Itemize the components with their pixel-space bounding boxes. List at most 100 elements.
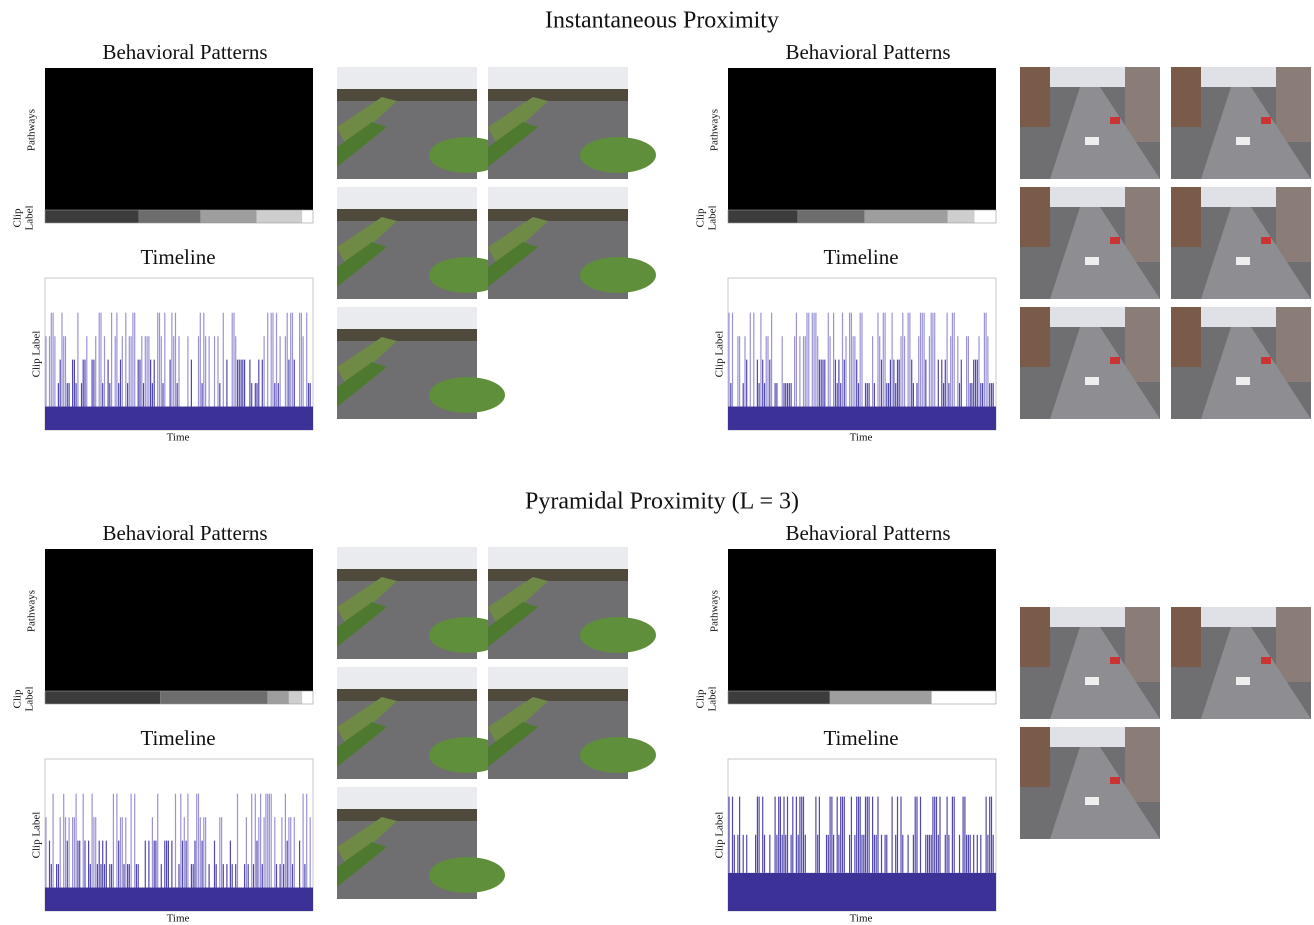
thumbnail <box>1020 727 1160 839</box>
timeline-xlabel: Time <box>850 432 873 444</box>
vehicle <box>1236 137 1250 145</box>
roundabout <box>580 137 656 173</box>
timeline-ylabel: Clip Label <box>31 812 43 859</box>
timeline-base <box>728 873 996 911</box>
clip-segment <box>975 210 996 223</box>
heatmap-bg <box>728 68 996 210</box>
building-left <box>1171 187 1201 247</box>
trees <box>337 329 477 341</box>
vehicle <box>1261 357 1271 364</box>
vehicle <box>1110 777 1120 784</box>
clip-label-line: Clip <box>12 208 24 227</box>
clip-segment <box>302 210 313 223</box>
vehicle <box>1085 377 1099 385</box>
clip-segment <box>932 691 996 704</box>
clip-label-line: Clip <box>695 689 707 708</box>
patterns-title: Behavioral Patterns <box>102 521 267 545</box>
vehicle <box>1085 797 1099 805</box>
timeline-ylabel: Clip Label <box>714 812 726 859</box>
heatmap-bg <box>45 68 313 210</box>
clip-segment <box>948 210 975 223</box>
vehicle <box>1085 257 1099 265</box>
building-left <box>1020 727 1050 787</box>
thumbnail <box>337 307 505 419</box>
vehicle <box>1236 257 1250 265</box>
clip-segment <box>139 210 201 223</box>
clip-segment <box>45 210 139 223</box>
thumbnail <box>1020 67 1160 179</box>
heatmap-bg <box>728 549 996 691</box>
roundabout <box>429 857 505 893</box>
thumbnail <box>337 787 505 899</box>
trees <box>337 89 477 101</box>
thumbnail <box>488 667 656 779</box>
clip-label-line: Clip <box>695 208 707 227</box>
building-left <box>1020 67 1050 127</box>
building-left <box>1020 187 1050 247</box>
thumbnail <box>337 187 505 299</box>
vehicle <box>1110 117 1120 124</box>
thumbnail <box>1020 307 1160 419</box>
clip-label-line: Label <box>24 686 36 711</box>
timeline-ylabel: Clip Label <box>714 331 726 378</box>
vehicle <box>1110 657 1120 664</box>
clip-segment <box>45 691 160 704</box>
patterns-title: Behavioral Patterns <box>785 521 950 545</box>
vehicle <box>1085 137 1099 145</box>
building-right <box>1276 187 1311 262</box>
section-title: Instantaneous Proximity <box>545 8 779 34</box>
timeline-base <box>728 407 996 430</box>
clip-segment <box>798 210 865 223</box>
roundabout <box>580 737 656 773</box>
trees <box>337 209 477 221</box>
trees <box>337 689 477 701</box>
pathways-label: Pathways <box>26 590 38 632</box>
thumbnail <box>337 547 505 659</box>
building-right <box>1125 187 1160 262</box>
pathways-label: Pathways <box>709 109 721 151</box>
clip-segment <box>289 691 302 704</box>
clip-label-line: Clip <box>12 689 24 708</box>
pathways-label: Pathways <box>709 590 721 632</box>
thumbnail <box>488 547 656 659</box>
roundabout <box>429 377 505 413</box>
building-left <box>1020 307 1050 367</box>
section-title: Pyramidal Proximity (L = 3) <box>525 489 799 515</box>
figure: Instantaneous ProximityBehavioral Patter… <box>0 0 1314 925</box>
clip-segment <box>865 210 948 223</box>
thumbnail <box>1171 607 1311 719</box>
building-right <box>1276 307 1311 382</box>
timeline-title: Timeline <box>140 726 215 750</box>
clip-segment <box>830 691 932 704</box>
timeline-xlabel: Time <box>850 913 873 925</box>
vehicle <box>1110 237 1120 244</box>
trees <box>337 569 477 581</box>
vehicle <box>1236 677 1250 685</box>
thumbnail <box>488 67 656 179</box>
thumbnail <box>1171 307 1311 419</box>
timeline-title: Timeline <box>140 245 215 269</box>
roundabout <box>580 617 656 653</box>
building-right <box>1276 67 1311 142</box>
thumbnail <box>1020 607 1160 719</box>
clip-segment <box>257 210 303 223</box>
trees <box>488 89 628 101</box>
thumbnail <box>1020 187 1160 299</box>
vehicle <box>1261 657 1271 664</box>
patterns-title: Behavioral Patterns <box>102 40 267 64</box>
thumbnail <box>337 667 505 779</box>
timeline-title: Timeline <box>823 726 898 750</box>
timeline-base <box>45 407 313 430</box>
building-right <box>1125 307 1160 382</box>
trees <box>488 569 628 581</box>
building-left <box>1171 307 1201 367</box>
clip-segment <box>728 210 798 223</box>
vehicle <box>1110 357 1120 364</box>
timeline-base <box>45 888 313 911</box>
clip-label-line: Label <box>24 205 36 230</box>
thumbnail <box>337 67 505 179</box>
timeline-xlabel: Time <box>167 432 190 444</box>
clip-segment <box>267 691 288 704</box>
patterns-title: Behavioral Patterns <box>785 40 950 64</box>
building-right <box>1125 727 1160 802</box>
